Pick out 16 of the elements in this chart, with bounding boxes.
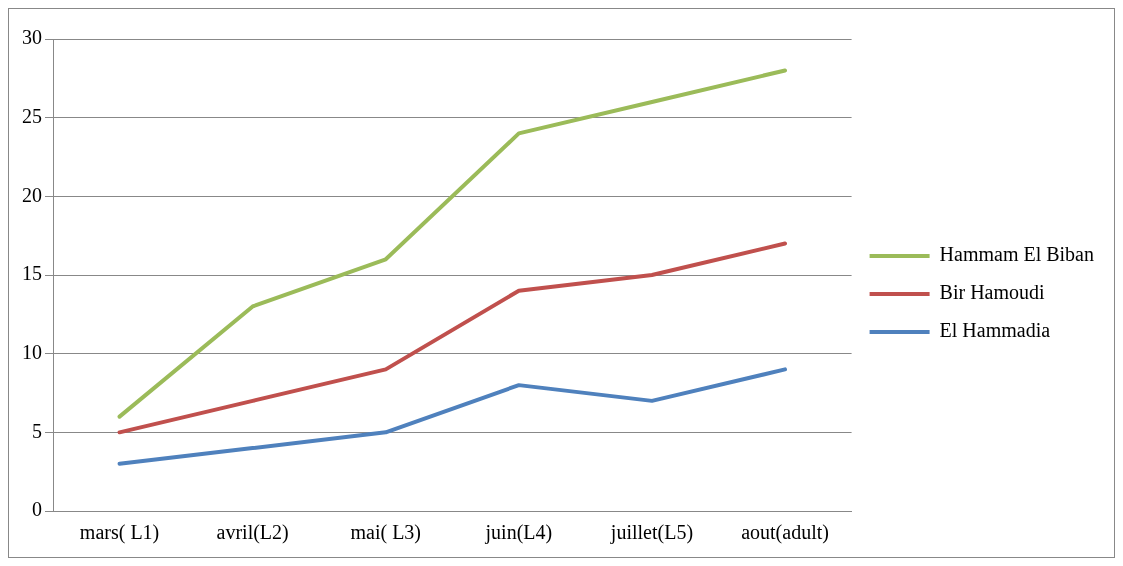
x-tick-label: juin(L4) bbox=[484, 521, 553, 545]
y-tick-label: 15 bbox=[22, 262, 42, 285]
y-tick-label: 30 bbox=[22, 26, 42, 49]
legend-label: El Hammadia bbox=[939, 319, 1051, 342]
x-tick-label: aout(adult) bbox=[741, 521, 829, 545]
y-tick-label: 0 bbox=[32, 498, 42, 521]
y-tick-label: 10 bbox=[22, 340, 42, 363]
x-tick-label: mars( L1) bbox=[79, 521, 160, 545]
y-tick-label: 5 bbox=[32, 419, 42, 442]
legend-label: Bir Hamoudi bbox=[939, 281, 1046, 304]
legend-label: Hammam El Biban bbox=[939, 243, 1095, 266]
x-tick-label: avril(L2) bbox=[216, 521, 289, 545]
x-tick-label: mai( L3) bbox=[350, 521, 422, 545]
x-tick-label: juillet(L5) bbox=[609, 521, 694, 545]
y-tick-label: 20 bbox=[22, 183, 42, 206]
y-tick-label: 25 bbox=[22, 104, 42, 127]
